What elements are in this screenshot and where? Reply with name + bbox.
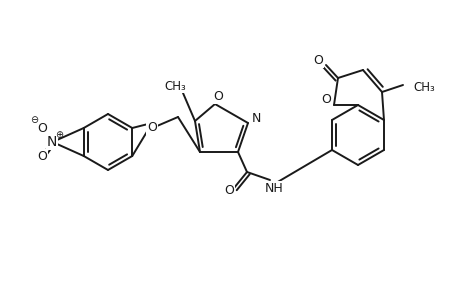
Text: O: O (37, 122, 47, 134)
Text: N: N (251, 112, 260, 124)
Text: O: O (147, 121, 157, 134)
Text: O: O (224, 184, 234, 197)
Text: CH₃: CH₃ (164, 80, 185, 92)
Text: ⊖: ⊖ (30, 115, 38, 125)
Text: CH₃: CH₃ (412, 80, 434, 94)
Text: O: O (37, 149, 47, 163)
Text: N: N (47, 135, 57, 149)
Text: O: O (313, 53, 322, 67)
Text: ⊕: ⊕ (55, 130, 63, 140)
Text: O: O (213, 89, 223, 103)
Text: O: O (320, 92, 330, 106)
Text: NH: NH (264, 182, 283, 194)
